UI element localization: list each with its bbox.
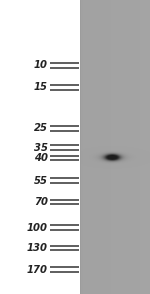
Text: 55: 55 <box>34 176 48 186</box>
Text: 10: 10 <box>34 60 48 70</box>
Text: 70: 70 <box>34 197 48 207</box>
Text: 170: 170 <box>27 265 48 275</box>
Text: 40: 40 <box>34 153 48 163</box>
Text: 35: 35 <box>34 143 48 153</box>
Text: 130: 130 <box>27 243 48 253</box>
Text: 100: 100 <box>27 223 48 233</box>
Text: 25: 25 <box>34 123 48 133</box>
Text: 15: 15 <box>34 82 48 92</box>
